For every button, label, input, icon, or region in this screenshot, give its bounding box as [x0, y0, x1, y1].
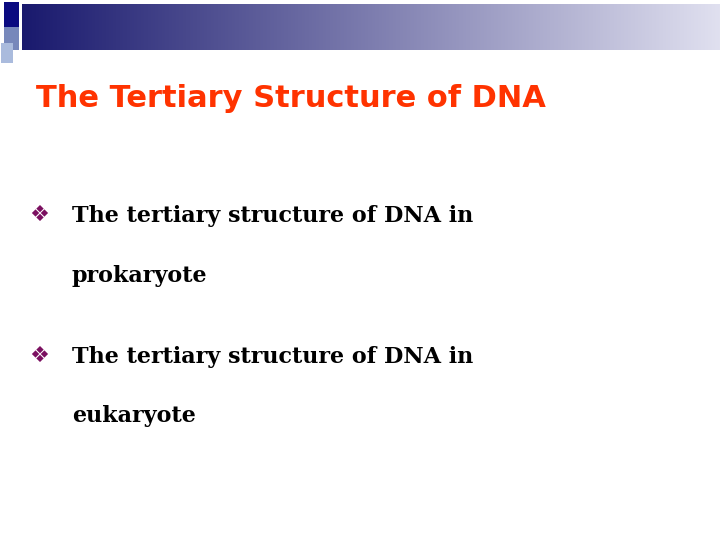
Text: The Tertiary Structure of DNA: The Tertiary Structure of DNA	[36, 84, 546, 113]
Text: The tertiary structure of DNA in: The tertiary structure of DNA in	[72, 205, 473, 227]
FancyBboxPatch shape	[1, 43, 12, 63]
Text: ❖: ❖	[29, 346, 49, 366]
FancyBboxPatch shape	[4, 2, 19, 27]
Text: prokaryote: prokaryote	[72, 265, 207, 287]
Text: ❖: ❖	[29, 205, 49, 225]
FancyBboxPatch shape	[4, 28, 19, 50]
Text: eukaryote: eukaryote	[72, 405, 196, 427]
Text: The tertiary structure of DNA in: The tertiary structure of DNA in	[72, 346, 473, 368]
